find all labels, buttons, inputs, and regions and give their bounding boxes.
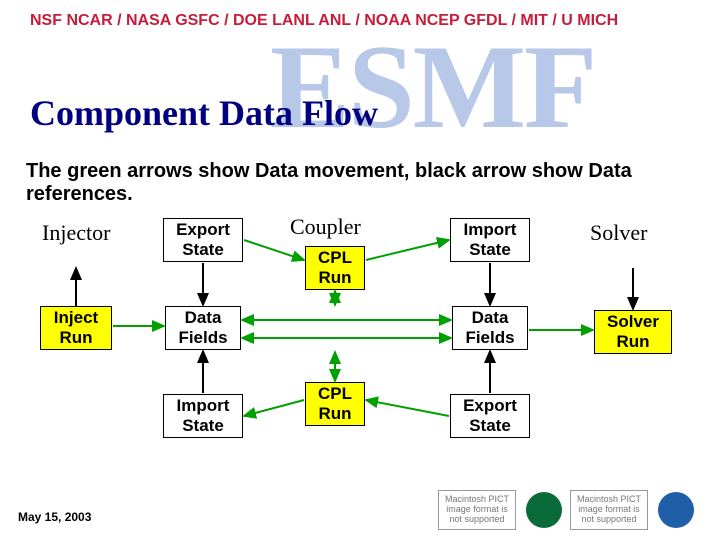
- label-coupler: Coupler: [290, 214, 361, 240]
- box-cpl-run-top: CPL Run: [305, 246, 365, 290]
- logo-noaa-icon: [658, 492, 694, 528]
- body-text: The green arrows show Data movement, bla…: [26, 160, 686, 206]
- logo-placeholder-1: Macintosh PICT image format is not suppo…: [438, 490, 516, 530]
- box-cpl-run-bottom: CPL Run: [305, 382, 365, 426]
- logo-placeholder-2: Macintosh PICT image format is not suppo…: [570, 490, 648, 530]
- box-export-state-right: Export State: [450, 394, 530, 438]
- header-orgs: NSF NCAR / NASA GSFC / DOE LANL ANL / NO…: [30, 12, 618, 30]
- box-export-state-left: Export State: [163, 218, 243, 262]
- box-data-fields-right: Data Fields: [452, 306, 528, 350]
- slide-title: Component Data Flow: [30, 92, 378, 134]
- label-injector: Injector: [42, 220, 110, 246]
- label-solver: Solver: [590, 220, 647, 246]
- box-import-state-left: Import State: [163, 394, 243, 438]
- logo-doe-icon: [526, 492, 562, 528]
- box-data-fields-left: Data Fields: [165, 306, 241, 350]
- box-inject-run: Inject Run: [40, 306, 112, 350]
- slide-root: ESMF NSF NCAR / NASA GSFC / DOE LANL ANL…: [0, 0, 720, 540]
- box-import-state-right: Import State: [450, 218, 530, 262]
- watermark: ESMF: [270, 18, 595, 156]
- footer-date: May 15, 2003: [18, 510, 91, 524]
- box-solver-run: Solver Run: [594, 310, 672, 354]
